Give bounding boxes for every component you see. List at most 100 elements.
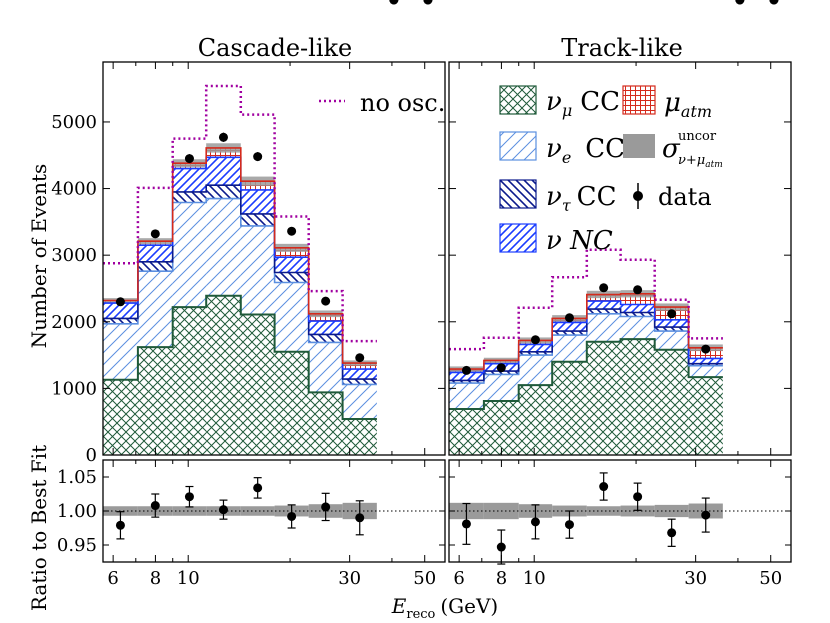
data-point [389,0,399,5]
bar-nu-nc [586,301,621,310]
data-points [115,0,779,375]
bar-numu-cc [240,314,275,455]
step-line-numu-cc [103,294,377,420]
bar-nue-cc [137,271,173,348]
bar-numu-cc [172,307,207,455]
step-line-nutau-cc [103,184,377,380]
ratio-point [150,501,160,511]
step-line-mu-atm [449,293,723,370]
bar-nu-nc [342,369,377,380]
ratio-point [355,513,365,523]
legend-nue-cc: νe CC [499,131,625,167]
legend: no osc. νμ CC νe CC ντ CC ν NC μatm σ uncor… [319,85,723,256]
bar-nu-nc [274,257,309,273]
ratio-y-tick-label: 0.95 [57,535,97,556]
x-axis-label: Ereco (GeV) [391,594,499,622]
svg-text:no osc.: no osc. [360,89,445,117]
bar-nutau-cc [206,185,241,199]
ratio-point [321,502,331,512]
data-point [769,0,779,5]
ratio-point [184,492,194,502]
bar-numu-cc [342,419,377,455]
data-point [530,335,540,345]
ratio-uncertainty-band [240,506,275,516]
bar-nu-nc [308,321,343,335]
bar-nue-cc [240,225,275,315]
y-tick-label: 2000 [51,312,97,333]
bar-mu-atm [620,293,655,305]
bar-nutau-cc [449,380,484,384]
bar-nue-cc [654,331,689,350]
bar-nu-nc [552,322,587,332]
bar-nue-cc [620,316,655,340]
bar-nutau-cc [688,363,723,366]
x-tick-label: 50 [413,568,436,589]
data-point [701,344,711,354]
legend-mu-atm: μatm [622,85,712,121]
x-tick-label: 6 [107,568,118,589]
bar-nue-cc [206,198,241,296]
ratio-point [667,528,677,538]
data-point [496,363,506,373]
bar-numu-cc [449,409,484,455]
data-point [287,226,297,236]
bar-nutau-cc [240,213,275,226]
svg-text:uncor: uncor [678,129,717,144]
svg-text:ν+μatm: ν+μatm [678,153,723,170]
histogram-lines [103,84,723,420]
bar-numu-cc [103,379,138,455]
svg-text:σ: σ [662,134,681,164]
y-axis-label-bottom: Ratio to Best Fit [27,445,51,611]
x-tick-label: 8 [496,568,507,589]
top-panel-frame [102,61,446,456]
legend-numu-cc: νμ CC [499,85,620,120]
step-line-mu-atm [103,147,377,364]
bar-nutau-cc [308,334,343,343]
bar-nue-cc [518,355,553,386]
bar-nue-cc [449,383,484,410]
legend-no-osc: no osc. [319,89,445,117]
ratio-point [599,482,609,492]
bar-nu-nc [137,245,173,262]
x-tick-label: 30 [684,568,707,589]
bar-nu-nc [206,157,241,186]
y-tick-label: 4000 [51,179,97,200]
svg-text:μatm: μatm [664,88,712,121]
ratio-uncertainty-band [654,504,689,518]
bar-numu-cc [654,349,689,455]
ratio-point [496,542,506,552]
ratio-point [564,520,574,530]
ratio-point [461,519,471,529]
x-tick-label: 10 [177,568,200,589]
bar-numu-cc [518,385,553,455]
bar-nutau-cc [620,312,655,317]
bar-nu-nc [620,304,655,313]
data-point [564,313,574,323]
bar-mu-atm [308,313,343,322]
y-tick-label: 1000 [51,378,97,399]
bar-nue-cc [172,202,207,308]
data-point [218,132,228,142]
bar-numu-cc [274,351,309,455]
ratio-point [530,517,540,527]
bar-numu-cc [137,347,173,455]
bar-nue-cc [342,384,377,420]
bar-nue-cc [308,342,343,393]
legend-nutau-cc: ντ CC [499,179,616,215]
svg-text:data: data [658,183,712,211]
data-point [423,0,433,5]
legend-nu-nc: ν NC [499,223,613,256]
bar-nutau-cc [483,371,519,375]
bar-nu-nc [654,319,689,328]
bar-nutau-cc [552,331,587,336]
x-tick-label: 10 [523,568,546,589]
data-point [150,229,160,239]
ratio-uncertainty-band [172,506,207,516]
bar-numu-cc [688,377,723,455]
axes: 6 8 10 30 50 0 1000 2000 3000 4000 5000 0.95 1.00 1.0… [51,61,792,589]
bar-nutau-cc [342,379,377,385]
ratio-point [253,483,263,493]
bar-nue-cc [483,374,519,402]
